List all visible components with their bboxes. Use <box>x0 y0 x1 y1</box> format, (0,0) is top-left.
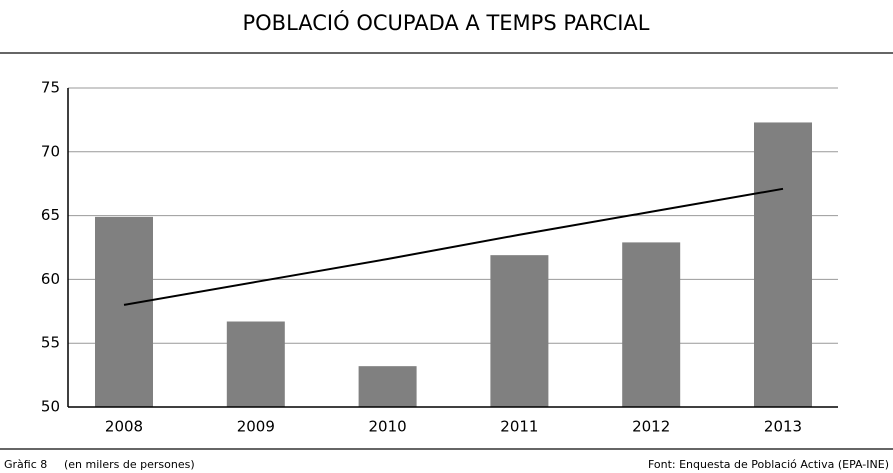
figure-label: Gràfic 8 <box>4 458 47 471</box>
y-tick-label: 50 <box>41 398 60 416</box>
y-tick-label: 70 <box>41 142 60 160</box>
source: Font: Enquesta de Població Activa (EPA-I… <box>648 458 889 471</box>
unit-note: (en milers de persones) <box>64 458 195 471</box>
x-tick-label: 2009 <box>237 418 275 436</box>
bar <box>358 366 417 407</box>
x-tick-label: 2008 <box>105 418 143 436</box>
y-tick-label: 75 <box>41 79 60 97</box>
y-tick-label: 65 <box>41 206 60 224</box>
x-tick-label: 2011 <box>500 418 538 436</box>
x-tick-label: 2013 <box>764 418 802 436</box>
bar <box>490 255 549 407</box>
bar <box>226 321 285 407</box>
trend-line <box>123 187 784 306</box>
bar <box>754 122 812 408</box>
chart-title: POBLACIÓ OCUPADA A TEMPS PARCIAL <box>242 10 649 35</box>
y-tick-label: 60 <box>41 270 60 288</box>
bar <box>95 216 153 407</box>
y-tick-label: 55 <box>41 334 60 352</box>
x-tick-label: 2010 <box>369 418 407 436</box>
x-tick-label: 2012 <box>632 418 670 436</box>
bar <box>622 242 681 407</box>
